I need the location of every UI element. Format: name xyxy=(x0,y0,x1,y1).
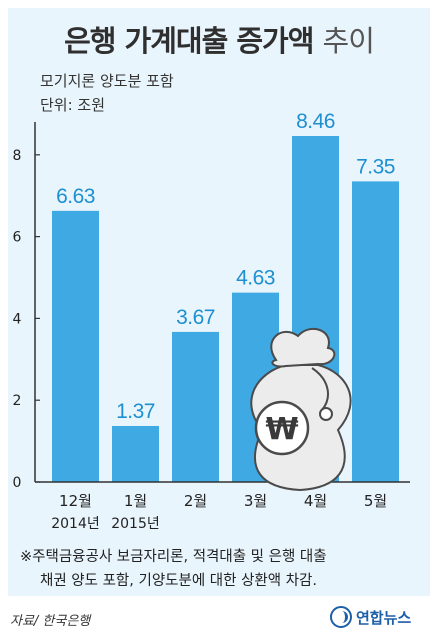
x-year-label: 2015년 xyxy=(111,516,160,532)
bar-value-label: 1.37 xyxy=(116,400,155,423)
logo-text: 연합뉴스 xyxy=(356,608,412,627)
x-category-label: 2월 xyxy=(184,492,207,510)
title-trend: 추이 xyxy=(322,24,375,58)
bar xyxy=(172,331,219,482)
yonhap-logo: 연합뉴스 xyxy=(330,604,411,630)
x-category-label: 3월 xyxy=(244,492,267,510)
bar-value-label: 7.35 xyxy=(356,155,395,178)
x-category-label: 12월 xyxy=(59,492,92,510)
won-symbol-icon: ₩ xyxy=(265,412,298,447)
bar xyxy=(352,181,399,483)
title-main: 은행 가계대출 증가액 xyxy=(64,24,314,58)
y-tick-label: 2 xyxy=(13,393,22,409)
money-bag-tag xyxy=(319,407,333,421)
chart-subtitle: 모기지론 양도분 포함 xyxy=(40,72,174,90)
y-tick-label: 0 xyxy=(13,475,22,491)
bar-value-label: 8.46 xyxy=(296,110,335,133)
x-year-label: 2014년 xyxy=(51,516,100,532)
bar xyxy=(52,210,99,482)
x-category-label: 4월 xyxy=(304,492,327,510)
won-coin xyxy=(254,400,310,456)
footnote-line-1: ※주택금융공사 보금자리론, 적격대출 및 은행 대출 xyxy=(20,549,327,565)
yonhap-logo-icon xyxy=(330,606,352,628)
unit-label: 단위: 조원 xyxy=(40,96,106,114)
bar-value-label: 4.63 xyxy=(236,267,275,290)
source-label: 자료/ 한국은행 xyxy=(10,614,91,629)
money-bag-top xyxy=(270,327,336,368)
bar-value-label: 6.63 xyxy=(56,185,95,208)
bar xyxy=(112,425,159,482)
x-category-label: 1월 xyxy=(124,492,147,510)
footnote-line-2: 채권 양도 포함, 기양도분에 대한 상환액 차감. xyxy=(40,573,317,589)
bar-value-label: 3.67 xyxy=(176,306,215,329)
y-tick-label: 6 xyxy=(13,230,22,246)
chart-title: 은행 가계대출 증가액 추이 xyxy=(0,18,438,60)
money-bag-won-icon: ₩ xyxy=(250,327,352,492)
x-category-label: 5월 xyxy=(364,492,387,510)
money-bag-string xyxy=(311,367,329,411)
y-tick-label: 8 xyxy=(13,148,22,164)
y-tick-label: 4 xyxy=(13,311,22,327)
